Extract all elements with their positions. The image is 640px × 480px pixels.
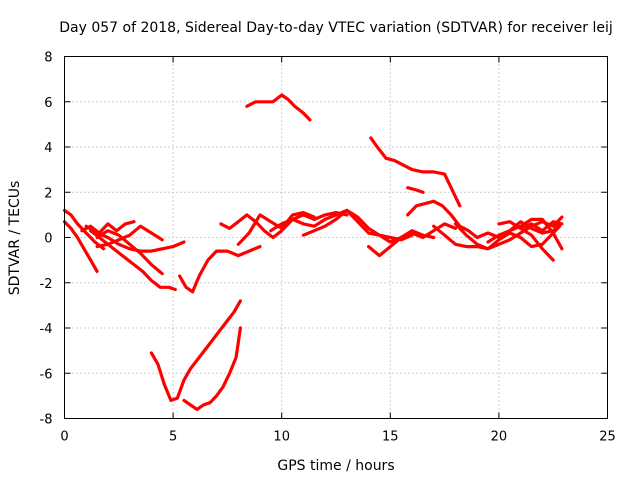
x-tick-label: 5 <box>169 430 177 445</box>
series-line-s1 <box>62 220 99 273</box>
series-line-s14 <box>269 208 414 242</box>
series-line-s23 <box>486 217 564 251</box>
series-line-s15 <box>301 208 436 244</box>
series-line-s9 <box>182 326 242 411</box>
plot-frame <box>64 56 608 419</box>
x-tick-label: 25 <box>599 430 616 445</box>
x-tick-label: 0 <box>60 430 68 445</box>
series-line-s18 <box>406 186 425 194</box>
series-line-s22 <box>497 220 555 262</box>
series-line-s11 <box>219 211 349 240</box>
y-axis-label: SDTVAR / TECUs <box>7 181 23 296</box>
y-tick-label: 4 <box>44 141 52 156</box>
series-line-s19 <box>406 199 562 240</box>
series-group <box>62 93 564 411</box>
series-line-s17 <box>369 136 462 208</box>
chart-title: Day 057 of 2018, Sidereal Day-to-day VTE… <box>59 20 613 36</box>
series-line-s24 <box>518 220 564 233</box>
x-axis-label: GPS time / hours <box>277 458 394 474</box>
series-line-s13 <box>245 93 312 122</box>
series-line-s7 <box>95 224 164 249</box>
x-tick-label: 10 <box>273 430 290 445</box>
x-tick-label: 15 <box>382 430 399 445</box>
y-tick-label: -6 <box>40 367 53 382</box>
series-line-s2 <box>62 208 106 251</box>
y-tick-label: -2 <box>40 277 53 292</box>
series-line-s5 <box>95 229 164 276</box>
series-line-s8 <box>149 299 242 402</box>
y-tick-label: 8 <box>44 51 52 66</box>
series-line-s21 <box>453 222 562 251</box>
y-tick-label: 2 <box>44 186 52 201</box>
series-line-s10 <box>178 245 262 294</box>
series-line-s12 <box>236 211 316 246</box>
x-tick-label: 20 <box>491 430 508 445</box>
grid <box>64 56 608 419</box>
series-line-s16 <box>367 222 458 258</box>
y-tick-label: -8 <box>40 413 53 428</box>
ticks <box>64 56 608 419</box>
y-tick-label: 6 <box>44 96 52 111</box>
y-tick-label: 0 <box>44 232 52 247</box>
series-line-s6 <box>80 220 136 235</box>
y-tick-label: -4 <box>40 322 53 337</box>
series-line-s4 <box>88 229 177 292</box>
tick-labels: 0 5 10 15 20 25 -8 -6 -4 -2 0 2 4 6 8 <box>40 51 616 445</box>
